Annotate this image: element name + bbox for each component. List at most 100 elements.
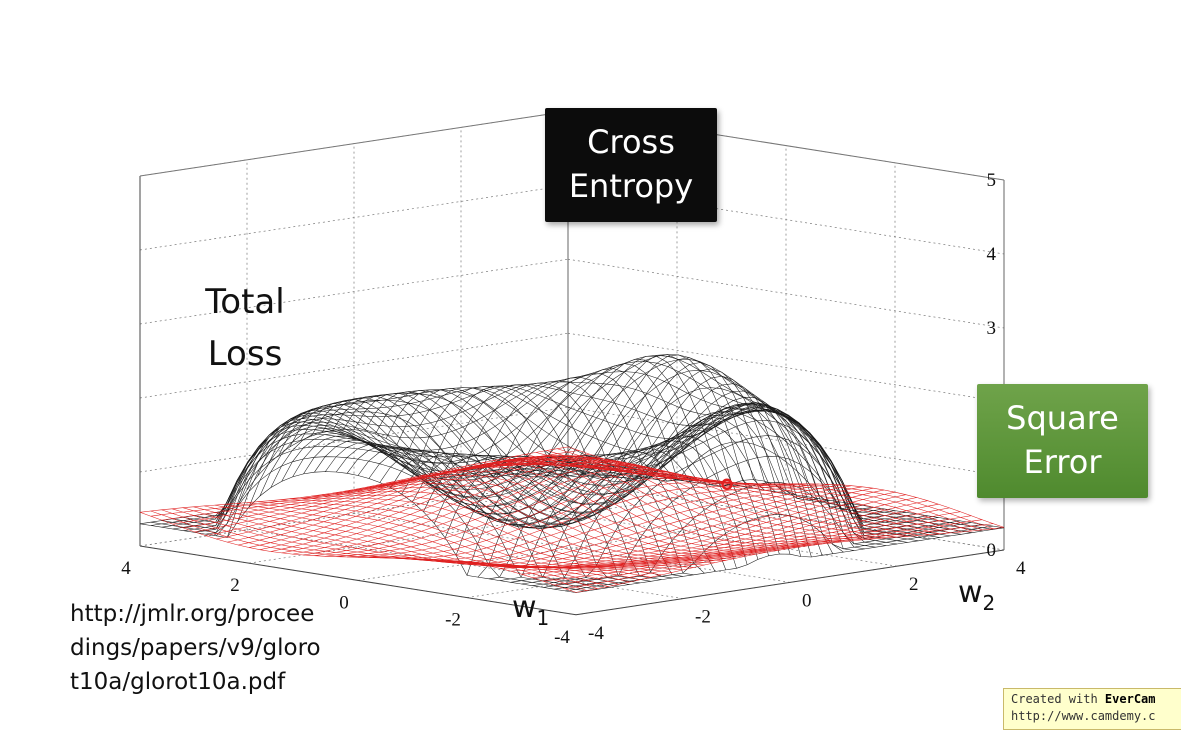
callout-line: Entropy bbox=[568, 167, 694, 205]
callout-line: Cross bbox=[587, 123, 675, 161]
mesh-line bbox=[407, 387, 844, 553]
z-tick-label: 4 bbox=[987, 244, 997, 265]
mesh-line bbox=[546, 441, 983, 532]
square-error-surface bbox=[139, 446, 1005, 593]
w2-tick-label: 2 bbox=[909, 574, 919, 595]
mesh-line bbox=[194, 464, 623, 533]
z-axis-title: Total Loss bbox=[190, 276, 300, 380]
w2-axis-title-base: w bbox=[958, 575, 983, 610]
mesh-line bbox=[428, 385, 865, 550]
mesh-line bbox=[183, 389, 612, 531]
z-tick-label: 0 bbox=[987, 540, 997, 561]
reference-url[interactable]: http://jmlr.org/procee dings/papers/v9/g… bbox=[70, 597, 390, 699]
mesh-line bbox=[557, 448, 994, 529]
mesh-line bbox=[417, 386, 855, 551]
z-tick-label: 3 bbox=[987, 318, 997, 339]
mesh-line bbox=[216, 384, 645, 536]
mesh-line bbox=[172, 457, 601, 525]
cross-entropy-callout: Cross Entropy bbox=[545, 108, 717, 222]
w1-tick-label: 2 bbox=[230, 575, 240, 596]
reference-url-line: dings/papers/v9/gloro bbox=[70, 635, 321, 661]
mesh-line bbox=[161, 453, 590, 521]
mesh-line bbox=[183, 461, 612, 529]
mesh-line bbox=[396, 388, 834, 554]
mesh-line bbox=[150, 450, 579, 517]
callout-line: Error bbox=[1023, 443, 1102, 481]
mesh-line bbox=[281, 456, 710, 554]
w2-tick-label: 4 bbox=[1016, 558, 1026, 579]
mesh-line bbox=[227, 459, 656, 543]
w1-tick-label: 4 bbox=[121, 558, 131, 579]
w1-axis-title-sub: 1 bbox=[537, 606, 550, 630]
mesh-line bbox=[535, 452, 972, 532]
mesh-line bbox=[237, 380, 667, 521]
axis-line bbox=[575, 549, 1005, 616]
mesh-line bbox=[525, 387, 962, 535]
w1-axis-title-base: w bbox=[512, 590, 537, 625]
watermark-url: http://www.camdemy.c bbox=[1011, 709, 1156, 723]
reference-url-line: t10a/glorot10a.pdf bbox=[70, 669, 286, 695]
z-axis-title-line: Total bbox=[205, 282, 285, 322]
cross-entropy-surface bbox=[139, 354, 1005, 593]
grid-line bbox=[460, 497, 898, 567]
mesh-line bbox=[325, 354, 754, 521]
callout-line: Square bbox=[1006, 399, 1119, 437]
w1-tick-label: -4 bbox=[554, 627, 570, 648]
watermark-brand: EverCam bbox=[1104, 692, 1156, 706]
mesh-line bbox=[150, 411, 579, 526]
mesh-line bbox=[161, 399, 590, 528]
mesh-line bbox=[428, 455, 865, 540]
mesh-line bbox=[139, 446, 569, 513]
grid-line bbox=[353, 513, 791, 583]
mesh-line bbox=[193, 506, 630, 583]
w2-axis-title-sub: 2 bbox=[983, 591, 996, 615]
mesh-line bbox=[439, 455, 876, 539]
evercam-watermark[interactable]: Created with EverCam http://www.camdemy.… bbox=[1003, 688, 1181, 730]
mesh-line bbox=[471, 459, 908, 537]
mesh-line bbox=[248, 456, 678, 548]
mesh-line bbox=[353, 392, 791, 555]
mesh-line bbox=[172, 393, 601, 530]
mesh-line bbox=[346, 362, 776, 529]
mesh-line bbox=[535, 411, 972, 533]
mesh-line bbox=[248, 377, 678, 508]
mesh-line bbox=[546, 450, 983, 531]
reference-url-line: http://jmlr.org/procee bbox=[70, 601, 315, 627]
mesh-line bbox=[226, 382, 656, 538]
mesh-line bbox=[364, 470, 801, 551]
z-axis-title-line: Loss bbox=[207, 334, 283, 374]
minimum-marker bbox=[721, 478, 733, 491]
w2-tick-label: -2 bbox=[695, 607, 711, 628]
w2-tick-label: -4 bbox=[588, 623, 604, 644]
mesh-line bbox=[525, 454, 962, 533]
axis-line bbox=[139, 545, 577, 616]
mesh-line bbox=[353, 474, 791, 553]
mesh-line bbox=[259, 455, 688, 550]
watermark-prefix: Created with bbox=[1011, 692, 1105, 706]
axis-line bbox=[139, 110, 569, 177]
mesh-line bbox=[375, 466, 812, 549]
mesh-line bbox=[385, 389, 823, 556]
mesh-line bbox=[364, 391, 801, 557]
mesh-line bbox=[259, 373, 688, 497]
w1-tick-label: -2 bbox=[445, 610, 461, 631]
z-tick-label: 5 bbox=[987, 170, 997, 191]
mesh-line bbox=[514, 370, 951, 537]
mesh-line bbox=[281, 363, 710, 487]
w2-axis-title: w2 bbox=[958, 575, 995, 615]
watermark-line: Created with EverCam bbox=[1011, 691, 1181, 708]
w2-tick-label: 0 bbox=[802, 590, 812, 611]
grid-line bbox=[139, 332, 569, 399]
mesh-line bbox=[460, 457, 898, 538]
square-error-callout: Square Error bbox=[977, 384, 1148, 498]
grid-line bbox=[567, 480, 1005, 551]
mesh-line bbox=[292, 458, 721, 555]
grid-line bbox=[567, 332, 1005, 403]
w1-tick-label: 0 bbox=[339, 592, 349, 613]
mesh-line bbox=[270, 455, 699, 552]
mesh-line bbox=[567, 446, 1005, 528]
w1-axis-title: w1 bbox=[512, 590, 549, 630]
grid-line bbox=[139, 480, 569, 547]
